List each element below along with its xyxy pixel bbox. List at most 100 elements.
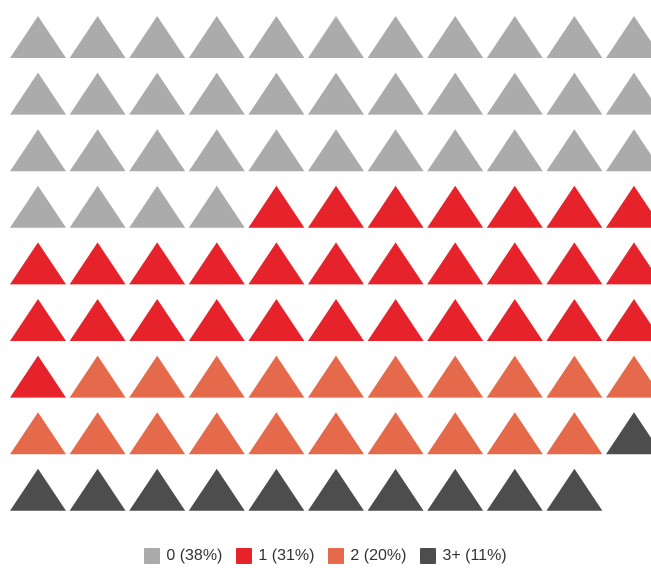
waffle-icon-1 bbox=[129, 242, 186, 285]
waffle-icon-1 bbox=[188, 242, 245, 285]
waffle-icon-1 bbox=[367, 242, 424, 285]
waffle-icon-1 bbox=[427, 242, 484, 285]
waffle-icon-1 bbox=[486, 185, 543, 228]
waffle-icon-3plus bbox=[546, 468, 603, 511]
waffle-chart bbox=[10, 16, 651, 511]
waffle-icon-0 bbox=[486, 129, 543, 172]
waffle-icon-1 bbox=[546, 185, 603, 228]
waffle-icon-1 bbox=[69, 299, 126, 341]
waffle-icon-1 bbox=[308, 185, 364, 228]
waffle-icon-0 bbox=[129, 185, 186, 228]
waffle-icon-0 bbox=[10, 185, 66, 228]
waffle-icon-1 bbox=[606, 185, 651, 228]
waffle-icon-2 bbox=[69, 412, 126, 455]
waffle-icon-1 bbox=[606, 299, 651, 341]
legend-item-0: 0 (38%) bbox=[144, 547, 222, 565]
waffle-icon-0 bbox=[606, 16, 651, 58]
waffle-icon-0 bbox=[308, 72, 364, 115]
waffle-icon-0 bbox=[427, 16, 484, 58]
waffle-icon-1 bbox=[129, 299, 186, 341]
waffle-icon-0 bbox=[69, 72, 126, 115]
waffle-icon-0 bbox=[129, 16, 186, 58]
waffle-icon-1 bbox=[248, 299, 305, 341]
waffle-icon-2 bbox=[69, 355, 126, 398]
waffle-icon-0 bbox=[188, 185, 245, 228]
waffle-icon-0 bbox=[248, 72, 305, 115]
waffle-icon-2 bbox=[188, 355, 245, 398]
waffle-icon-1 bbox=[188, 299, 245, 341]
waffle-icon-0 bbox=[367, 16, 424, 58]
waffle-icon-0 bbox=[69, 16, 126, 58]
waffle-icon-1 bbox=[308, 242, 364, 285]
waffle-icon-1 bbox=[486, 299, 543, 341]
waffle-icon-0 bbox=[248, 16, 305, 58]
waffle-icon-0 bbox=[129, 72, 186, 115]
waffle-icon-0 bbox=[546, 129, 603, 172]
legend-label-1: 1 (31%) bbox=[258, 547, 315, 564]
waffle-icon-1 bbox=[427, 185, 484, 228]
waffle-icon-2 bbox=[486, 412, 543, 455]
waffle-icon-3plus bbox=[10, 468, 66, 511]
waffle-icon-1 bbox=[10, 299, 66, 341]
legend-swatch-2 bbox=[328, 548, 345, 564]
legend-label-2: 2 (20%) bbox=[350, 547, 407, 564]
waffle-icon-0 bbox=[308, 129, 364, 172]
legend-item-1: 1 (31%) bbox=[236, 547, 314, 565]
waffle-icon-2 bbox=[486, 355, 543, 398]
waffle-icon-0 bbox=[188, 72, 245, 115]
waffle-icon-2 bbox=[129, 412, 186, 455]
waffle-icon-3plus bbox=[188, 468, 245, 511]
waffle-icon-0 bbox=[606, 72, 651, 115]
waffle-icon-2 bbox=[308, 355, 364, 398]
legend-label-3: 3+ (11%) bbox=[442, 547, 507, 564]
waffle-icon-2 bbox=[546, 412, 603, 455]
waffle-icon-3plus bbox=[248, 468, 305, 511]
waffle-icon-2 bbox=[308, 412, 364, 455]
waffle-icon-0 bbox=[486, 72, 543, 115]
waffle-icon-1 bbox=[308, 299, 364, 341]
waffle-icon-0 bbox=[188, 16, 245, 58]
waffle-icon-0 bbox=[308, 16, 364, 58]
waffle-icon-3plus bbox=[308, 468, 364, 511]
legend: 0 (38%) 1 (31%) 2 (20%) 3+ (11%) bbox=[0, 544, 651, 568]
waffle-icon-1 bbox=[606, 242, 651, 285]
waffle-icon-2 bbox=[427, 412, 484, 455]
legend-item-3: 3+ (11%) bbox=[420, 547, 507, 565]
waffle-icon-0 bbox=[546, 72, 603, 115]
waffle-icon-0 bbox=[367, 129, 424, 172]
waffle-icon-3plus bbox=[486, 468, 543, 511]
waffle-icon-2 bbox=[367, 412, 424, 455]
waffle-icon-3plus bbox=[129, 468, 186, 511]
waffle-icon-0 bbox=[129, 129, 186, 172]
waffle-icon-0 bbox=[606, 129, 651, 172]
waffle-icon-1 bbox=[486, 242, 543, 285]
waffle-icon-0 bbox=[10, 16, 66, 58]
waffle-icon-0 bbox=[10, 129, 66, 172]
legend-swatch-0 bbox=[144, 548, 161, 564]
waffle-icon-1 bbox=[367, 185, 424, 228]
waffle-icon-2 bbox=[188, 412, 245, 455]
legend-swatch-3 bbox=[420, 548, 437, 564]
waffle-icon-1 bbox=[367, 299, 424, 341]
waffle-icon-1 bbox=[248, 185, 305, 228]
waffle-icon-0 bbox=[69, 185, 126, 228]
legend-item-2: 2 (20%) bbox=[328, 547, 406, 565]
waffle-icon-1 bbox=[10, 355, 66, 398]
waffle-icon-3plus bbox=[69, 468, 126, 511]
waffle-icon-0 bbox=[248, 129, 305, 172]
legend-swatch-1 bbox=[236, 548, 253, 564]
waffle-icon-1 bbox=[10, 242, 66, 285]
waffle-icon-0 bbox=[69, 129, 126, 172]
waffle-icon-0 bbox=[188, 129, 245, 172]
waffle-icon-1 bbox=[546, 299, 603, 341]
waffle-icon-2 bbox=[129, 355, 186, 398]
waffle-icon-2 bbox=[546, 355, 603, 398]
waffle-icon-3plus bbox=[427, 468, 484, 511]
waffle-icon-2 bbox=[367, 355, 424, 398]
waffle-icon-2 bbox=[427, 355, 484, 398]
waffle-icon-1 bbox=[69, 242, 126, 285]
waffle-icon-0 bbox=[10, 72, 66, 115]
waffle-icon-0 bbox=[427, 72, 484, 115]
waffle-icon-2 bbox=[248, 355, 305, 398]
waffle-icon-1 bbox=[427, 299, 484, 341]
